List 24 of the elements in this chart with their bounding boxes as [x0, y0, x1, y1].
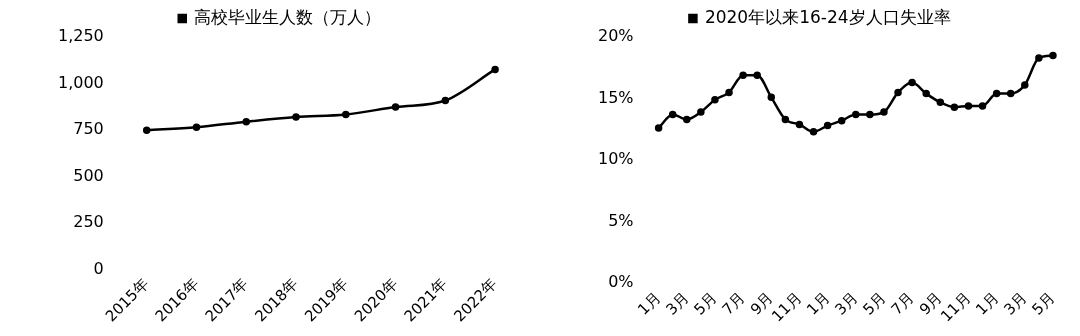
- y-tick-label: 250: [73, 212, 104, 232]
- y-tick-label: 20%: [598, 26, 634, 46]
- y-tick-label: 0%: [608, 272, 634, 292]
- x-tick-label: 1月: [972, 288, 1003, 319]
- x-tick-label: 1月: [634, 288, 665, 319]
- x-tick-label: 3月: [662, 288, 693, 319]
- y-tick-label: 0: [93, 258, 104, 278]
- legend-label: 2020年以来16-24岁人口失业率: [704, 6, 951, 27]
- x-tick-label: 7月: [887, 288, 918, 319]
- y-tick-label: 750: [73, 119, 104, 139]
- x-tick-label: 3月: [831, 288, 862, 319]
- y-tick-label: 500: [73, 165, 104, 185]
- y-tick-label: 15%: [598, 87, 634, 107]
- y-tick-label: 1,250: [57, 26, 104, 46]
- x-tick-label: 5月: [690, 288, 721, 319]
- x-tick-label: 5月: [1028, 288, 1059, 319]
- x-tick-label: 1月: [803, 288, 834, 319]
- y-tick-label: 5%: [608, 210, 634, 230]
- y-tick-label: 10%: [598, 149, 634, 169]
- x-tick-label: 7月: [718, 288, 749, 319]
- legend-label: 高校毕业生人数（万人）: [194, 6, 382, 27]
- x-tick-label: 5月: [859, 288, 890, 319]
- x-tick-label: 3月: [1000, 288, 1031, 319]
- y-tick-label: 1,000: [57, 72, 104, 92]
